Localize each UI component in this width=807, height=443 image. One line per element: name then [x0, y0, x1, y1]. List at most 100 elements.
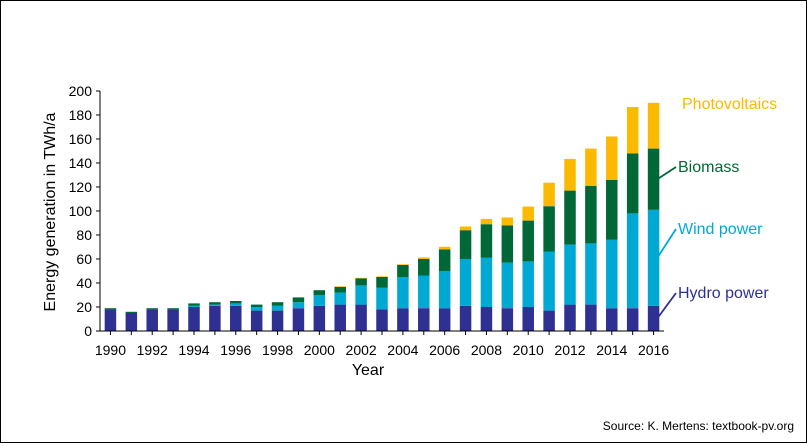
y-tick-label-20: 20	[76, 299, 92, 315]
legend-leader-wind-power	[656, 228, 677, 259]
bar-hydro-power-2007	[459, 305, 472, 331]
bar-hydro-power-2001	[334, 304, 346, 331]
bar-photovoltaics-2006	[438, 246, 451, 250]
bar-hydro-power-2013	[585, 304, 597, 331]
bar-hydro-power-2006	[438, 308, 451, 331]
bar-hydro-power-1993	[167, 309, 179, 331]
bar-wind-power-2016	[647, 209, 660, 306]
x-tick-label-1998: 1998	[262, 342, 293, 358]
bar-biomass-2006	[438, 249, 451, 271]
bar-biomass-1990	[104, 308, 117, 310]
bar-biomass-1992	[146, 308, 158, 310]
bar-hydro-power-2008	[480, 307, 493, 331]
bar-hydro-power-2009	[501, 308, 514, 331]
bar-wind-power-2000	[313, 295, 326, 306]
legend-leader-biomass	[656, 166, 677, 180]
bar-wind-power-2002	[355, 285, 367, 305]
bar-biomass-2002	[355, 278, 367, 286]
bar-wind-power-1999	[292, 302, 305, 309]
bar-wind-power-2010	[522, 261, 534, 307]
bar-biomass-2004	[397, 265, 409, 277]
y-tick-labels: 0 20 40 60 80 100 120 140 160 180 200	[69, 83, 93, 339]
y-axis-title: Energy generation in TWh/a	[42, 112, 59, 311]
bar-photovoltaics-2001	[334, 286, 346, 287]
bar-biomass-1995	[209, 302, 221, 305]
legend-label-biomass: Biomass	[678, 159, 739, 176]
x-tick-label-2000: 2000	[304, 342, 335, 358]
bar-hydro-power-2014	[606, 308, 618, 331]
bar-hydro-power-2000	[313, 305, 326, 331]
bar-biomass-1993	[167, 308, 179, 310]
bar-hydro-power-1990	[104, 309, 117, 331]
bar-wind-power-1997	[250, 307, 263, 311]
bar-biomass-1996	[230, 301, 242, 304]
bar-hydro-power-1995	[209, 305, 221, 331]
x-tick-label-1992: 1992	[137, 342, 168, 358]
bar-biomass-2008	[480, 224, 493, 258]
bar-photovoltaics-2010	[522, 206, 534, 221]
bar-wind-power-2009	[501, 262, 514, 309]
legend-label-wind-power: Wind power	[678, 221, 763, 238]
bar-photovoltaics-2002	[355, 277, 367, 279]
y-tick-label-160: 160	[69, 131, 93, 147]
bar-photovoltaics-2005	[418, 257, 430, 259]
bar-hydro-power-2003	[376, 309, 388, 331]
bar-biomass-2012	[564, 190, 576, 245]
bar-wind-power-2008	[480, 257, 493, 307]
y-tick-label-140: 140	[69, 155, 93, 171]
x-tick-label-2002: 2002	[346, 342, 377, 358]
x-tick-label-2016: 2016	[638, 342, 669, 358]
bar-biomass-2001	[334, 286, 346, 293]
y-tick-label-0: 0	[84, 323, 92, 339]
bar-photovoltaics-2007	[459, 226, 472, 231]
bar-wind-power-2003	[376, 287, 388, 310]
bar-hydro-power-1997	[250, 310, 263, 331]
bar-hydro-power-1994	[188, 307, 200, 331]
y-tick-label-60: 60	[76, 251, 92, 267]
bar-photovoltaics-2004	[397, 264, 409, 265]
bar-hydro-power-2016	[647, 305, 660, 331]
x-tick-labels: 1990 1992 1994 1996 1998 2000 2002 2004 2006 2008…	[95, 342, 669, 358]
bar-biomass-2013	[585, 185, 597, 244]
bar-wind-power-1996	[230, 303, 242, 306]
bar-photovoltaics-2009	[501, 217, 514, 226]
bar-biomass-1999	[292, 297, 305, 303]
x-tick-label-2004: 2004	[387, 342, 418, 358]
bar-wind-power-2004	[397, 277, 409, 309]
bar-biomass-1991	[125, 311, 138, 313]
bar-photovoltaics-2015	[626, 106, 639, 154]
bar-biomass-1994	[188, 303, 200, 306]
bars-layer	[104, 102, 660, 331]
bar-photovoltaics-2013	[585, 148, 597, 186]
bar-biomass-1998	[271, 302, 284, 306]
bar-wind-power-2001	[334, 292, 346, 305]
bar-wind-power-2013	[585, 243, 597, 305]
bar-wind-power-2006	[438, 271, 451, 309]
legend-label-photovoltaics: Photovoltaics	[682, 96, 777, 113]
bar-photovoltaics-2008	[480, 218, 493, 225]
x-tick-label-1994: 1994	[178, 342, 209, 358]
bar-photovoltaics-2014	[606, 136, 618, 180]
bar-biomass-2014	[606, 179, 618, 240]
bar-hydro-power-2005	[418, 308, 430, 331]
x-tick-label-2014: 2014	[596, 342, 627, 358]
bar-hydro-power-2012	[564, 304, 576, 331]
bar-photovoltaics-2016	[647, 102, 660, 149]
bar-hydro-power-2015	[626, 308, 639, 331]
x-tick-label-2006: 2006	[429, 342, 460, 358]
bar-hydro-power-1991	[125, 313, 138, 331]
x-tick-label-2010: 2010	[513, 342, 544, 358]
legend-leader-hydro-power	[656, 292, 677, 319]
bar-biomass-2010	[522, 220, 534, 262]
bar-hydro-power-2010	[522, 307, 534, 331]
bar-hydro-power-1998	[271, 310, 284, 331]
y-tick-label-40: 40	[76, 275, 92, 291]
bar-hydro-power-1996	[230, 305, 242, 331]
bar-wind-power-2007	[459, 259, 472, 306]
bar-wind-power-1995	[209, 304, 221, 306]
bar-biomass-2003	[376, 277, 388, 288]
bar-wind-power-2005	[418, 275, 430, 309]
x-axis-title: Year	[352, 362, 385, 379]
